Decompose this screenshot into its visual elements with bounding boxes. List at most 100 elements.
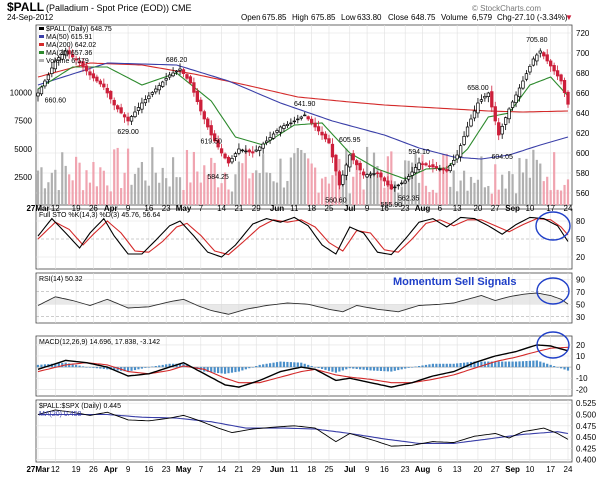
volume-bar [199, 182, 202, 205]
volume-bar [61, 152, 64, 205]
macd-histogram-bar [549, 364, 552, 368]
macd-histogram-bar [314, 367, 317, 368]
macd-histogram-bar [206, 367, 209, 372]
macd-histogram-bar [400, 367, 403, 370]
volume-bar [535, 159, 538, 205]
macd-histogram-bar [431, 363, 435, 368]
candle-body [171, 72, 175, 77]
candle-body [202, 111, 206, 120]
volume-bar [501, 174, 504, 205]
candle-body [199, 99, 203, 112]
macd-histogram-bar [348, 367, 351, 369]
candle-body [126, 116, 130, 122]
x-tick-label-top: 21 [234, 204, 243, 213]
macd-legend: MACD(12,26,9) 14.696, 17.838, -3.142 [39, 339, 160, 346]
macd-histogram-bar [310, 366, 313, 368]
volume-bar [43, 188, 47, 205]
rsi-tick-label: 70 [576, 288, 585, 297]
x-tick-label-top: 27Mar [26, 204, 49, 213]
candle-body [528, 65, 532, 73]
candle-body [105, 87, 109, 94]
x-tick-label-bottom: Jun [270, 465, 284, 474]
candle-body [465, 126, 470, 137]
volume-bar [563, 184, 566, 205]
macd-histogram-bar [168, 363, 171, 368]
volume-bar [113, 149, 116, 205]
volume-bar [456, 191, 459, 205]
x-tick-label-top: 17 [546, 204, 555, 213]
macd-histogram-bar [480, 361, 483, 368]
candle-body [400, 182, 404, 185]
candle-body [81, 61, 85, 68]
ratio-line [37, 409, 569, 447]
volume-bar [120, 188, 123, 205]
macd-histogram-bar [113, 367, 116, 371]
macd-histogram-bar [320, 367, 324, 369]
candle-body [469, 118, 473, 127]
price-legend-item: MA(50) 615.91 [46, 34, 92, 41]
macd-histogram-bar [217, 367, 220, 374]
candle-body [337, 171, 342, 186]
x-tick-label-top: 23 [162, 204, 171, 213]
candle-body [306, 116, 310, 120]
candle-body [181, 69, 186, 75]
volume-bar [36, 170, 40, 205]
macd-histogram-bar [178, 363, 182, 368]
macd-histogram-bar [327, 367, 331, 371]
volume-bar [546, 176, 549, 205]
x-tick-label-bottom: 21 [234, 465, 243, 474]
volume-bar [75, 156, 78, 205]
candle-body [278, 126, 283, 133]
macd-histogram-bar [504, 361, 507, 368]
volume-bar [144, 180, 147, 205]
candle-body [154, 88, 158, 93]
x-tick-label-bottom: Jul [344, 465, 356, 474]
low-label: Low [341, 13, 356, 22]
volume-bar [442, 154, 445, 205]
volume-bar [476, 179, 480, 205]
macd-histogram-bar [424, 364, 428, 368]
candle-body [185, 74, 189, 79]
macd-histogram-bar [75, 364, 78, 368]
volume-bar [68, 174, 71, 205]
candle-body [552, 65, 556, 72]
volume-bar [317, 192, 320, 205]
ma20-line [37, 66, 569, 180]
candle-body [476, 102, 480, 114]
volume-bar [255, 170, 258, 205]
candle-body [334, 154, 338, 172]
candle-body [102, 83, 106, 88]
chart-date: 24-Sep-2012 [7, 13, 54, 22]
macd-histogram-bar [123, 367, 126, 372]
candle-body [441, 168, 445, 171]
price-tick-label: 620 [576, 129, 590, 138]
macd-histogram-bar [376, 367, 379, 371]
x-tick-label-bottom: 9 [126, 465, 131, 474]
volume-bar [424, 185, 428, 205]
candle-body [361, 171, 366, 176]
macd-histogram-bar [81, 366, 85, 368]
candle-body [192, 82, 196, 93]
candle-body [538, 50, 542, 54]
volume-bar [227, 189, 230, 205]
macd-highlight-circle [536, 331, 570, 359]
candle-body [206, 118, 210, 128]
macd-histogram-bar [210, 367, 213, 373]
candle-body [275, 130, 279, 133]
candle-body [57, 57, 61, 62]
macd-histogram-bar [383, 367, 386, 372]
candle-body [355, 160, 359, 166]
candle-body [46, 74, 51, 81]
price-legend-item: Volume 6,579 [46, 58, 89, 65]
volume-bar [383, 187, 386, 205]
macd-histogram-bar [102, 367, 105, 369]
chg-label: Chg [497, 13, 512, 22]
price-legend-item: MA(20) 657.36 [46, 50, 92, 57]
volume-bar [123, 172, 126, 205]
x-tick-label-bottom: Apr [104, 465, 118, 474]
candle-body [445, 169, 449, 172]
volume-bar [310, 163, 313, 205]
ma50-line [37, 62, 569, 160]
candle-body [413, 167, 418, 174]
